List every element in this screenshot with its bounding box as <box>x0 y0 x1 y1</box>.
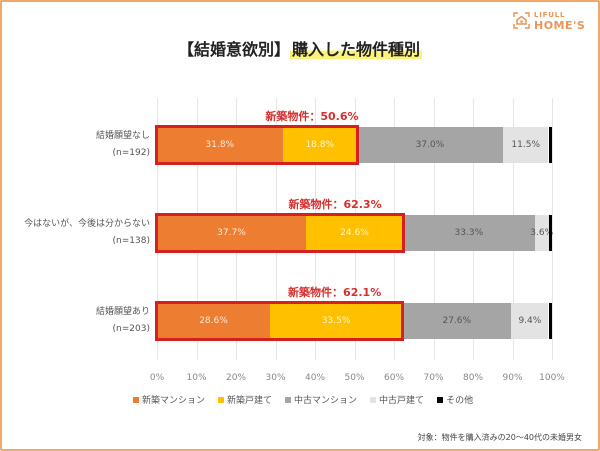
bar-segment <box>549 303 552 339</box>
x-tick-label: 40% <box>304 373 326 383</box>
bar-segment <box>549 127 552 163</box>
legend-item: その他 <box>437 393 473 406</box>
x-tick-label: 50% <box>344 373 365 383</box>
legend-label: 新築マンション <box>142 396 206 406</box>
x-tick-label: 10% <box>186 373 207 383</box>
stacked-bar: 28.6% 33.5% 27.6% 9.4% <box>157 303 552 339</box>
row-label: 結婚願望なし (n=192) <box>0 128 150 162</box>
footnote: 対象：物件を購入済みの20〜40代の未婚男女 <box>417 433 582 442</box>
new-property-annotation: 新築物件：62.3% <box>288 198 382 211</box>
bar-segment: 9.4% <box>511 303 549 339</box>
lifull-homes-logo: LIFULL HOME'S <box>513 11 591 33</box>
sample-size: (n=138) <box>112 236 150 246</box>
bar-segment: 37.7% <box>157 215 306 251</box>
legend-swatch <box>133 396 139 403</box>
logo-text-bottom: HOME'S <box>534 19 586 32</box>
bar-segment: 18.8% <box>282 127 357 163</box>
legend-label: 新築戸建て <box>227 396 273 406</box>
stacked-bar: 31.8% 18.8% 37.0% 11.5% <box>157 127 552 163</box>
row-label: 今はないが、今後は分からない (n=138) <box>0 216 150 250</box>
house-icon <box>513 12 530 29</box>
title-highlight: 購入した物件種別 <box>290 40 423 59</box>
legend-swatch <box>285 396 292 403</box>
bar-segment: 33.5% <box>269 303 403 339</box>
legend: 新築マンション 新築戸建て 中古マンション 中古戸建て その他 <box>133 393 473 406</box>
x-tick-label: 30% <box>265 373 286 383</box>
new-property-highlight-box <box>155 301 405 341</box>
bar-segment: 31.8% <box>157 127 283 163</box>
new-property-highlight-box <box>155 125 359 165</box>
x-tick-label: 20% <box>225 373 247 383</box>
x-tick-label: 100% <box>539 373 565 383</box>
bar-segment: 3.6% <box>530 215 553 251</box>
legend-item: 新築戸建て <box>218 393 272 406</box>
bar-segment <box>549 215 552 251</box>
new-property-annotation: 新築物件：50.6% <box>265 110 359 123</box>
bar-segment: 11.5% <box>503 127 549 163</box>
x-tick-label: 80% <box>462 373 484 383</box>
bar-segment: 24.6% <box>305 215 404 251</box>
legend-item: 中古マンション <box>285 393 357 406</box>
bar-segment: 33.3% <box>403 215 535 251</box>
category-label: 結婚願望なし <box>95 131 150 141</box>
stacked-bar: 37.7% 24.6% 33.3% 3.6% <box>157 215 553 251</box>
category-label: 結婚願望あり <box>95 307 150 317</box>
gridline <box>552 98 553 360</box>
new-property-highlight-box <box>155 213 406 253</box>
logo-text-top: LIFULL <box>534 11 566 19</box>
row-label: 結婚願望あり (n=203) <box>0 304 150 338</box>
bar-segment: 28.6% <box>157 303 270 339</box>
x-tick-label: 0% <box>149 373 165 383</box>
legend-label: その他 <box>446 396 474 406</box>
legend-item: 新築マンション <box>133 393 205 406</box>
legend-label: 中古マンション <box>294 396 358 406</box>
legend-item: 中古戸建て <box>370 393 424 406</box>
bar-segment: 37.0% <box>356 127 503 163</box>
sample-size: (n=203) <box>112 324 150 334</box>
bar-segment: 27.6% <box>402 303 512 339</box>
legend-swatch <box>370 396 377 403</box>
legend-swatch <box>437 396 444 403</box>
x-tick-label: 60% <box>383 373 405 383</box>
legend-label: 中古戸建て <box>379 396 425 406</box>
category-label: 今はないが、今後は分からない <box>24 219 150 229</box>
new-property-annotation: 新築物件：62.1% <box>288 286 382 299</box>
sample-size: (n=192) <box>112 148 150 158</box>
legend-swatch <box>218 396 225 403</box>
chart-title: 【結婚意欲別】 購入した物件種別 <box>0 36 600 60</box>
x-tick-label: 90% <box>502 373 523 383</box>
x-tick-label: 70% <box>423 373 444 383</box>
title-prefix: 【結婚意欲別】 <box>177 40 290 59</box>
